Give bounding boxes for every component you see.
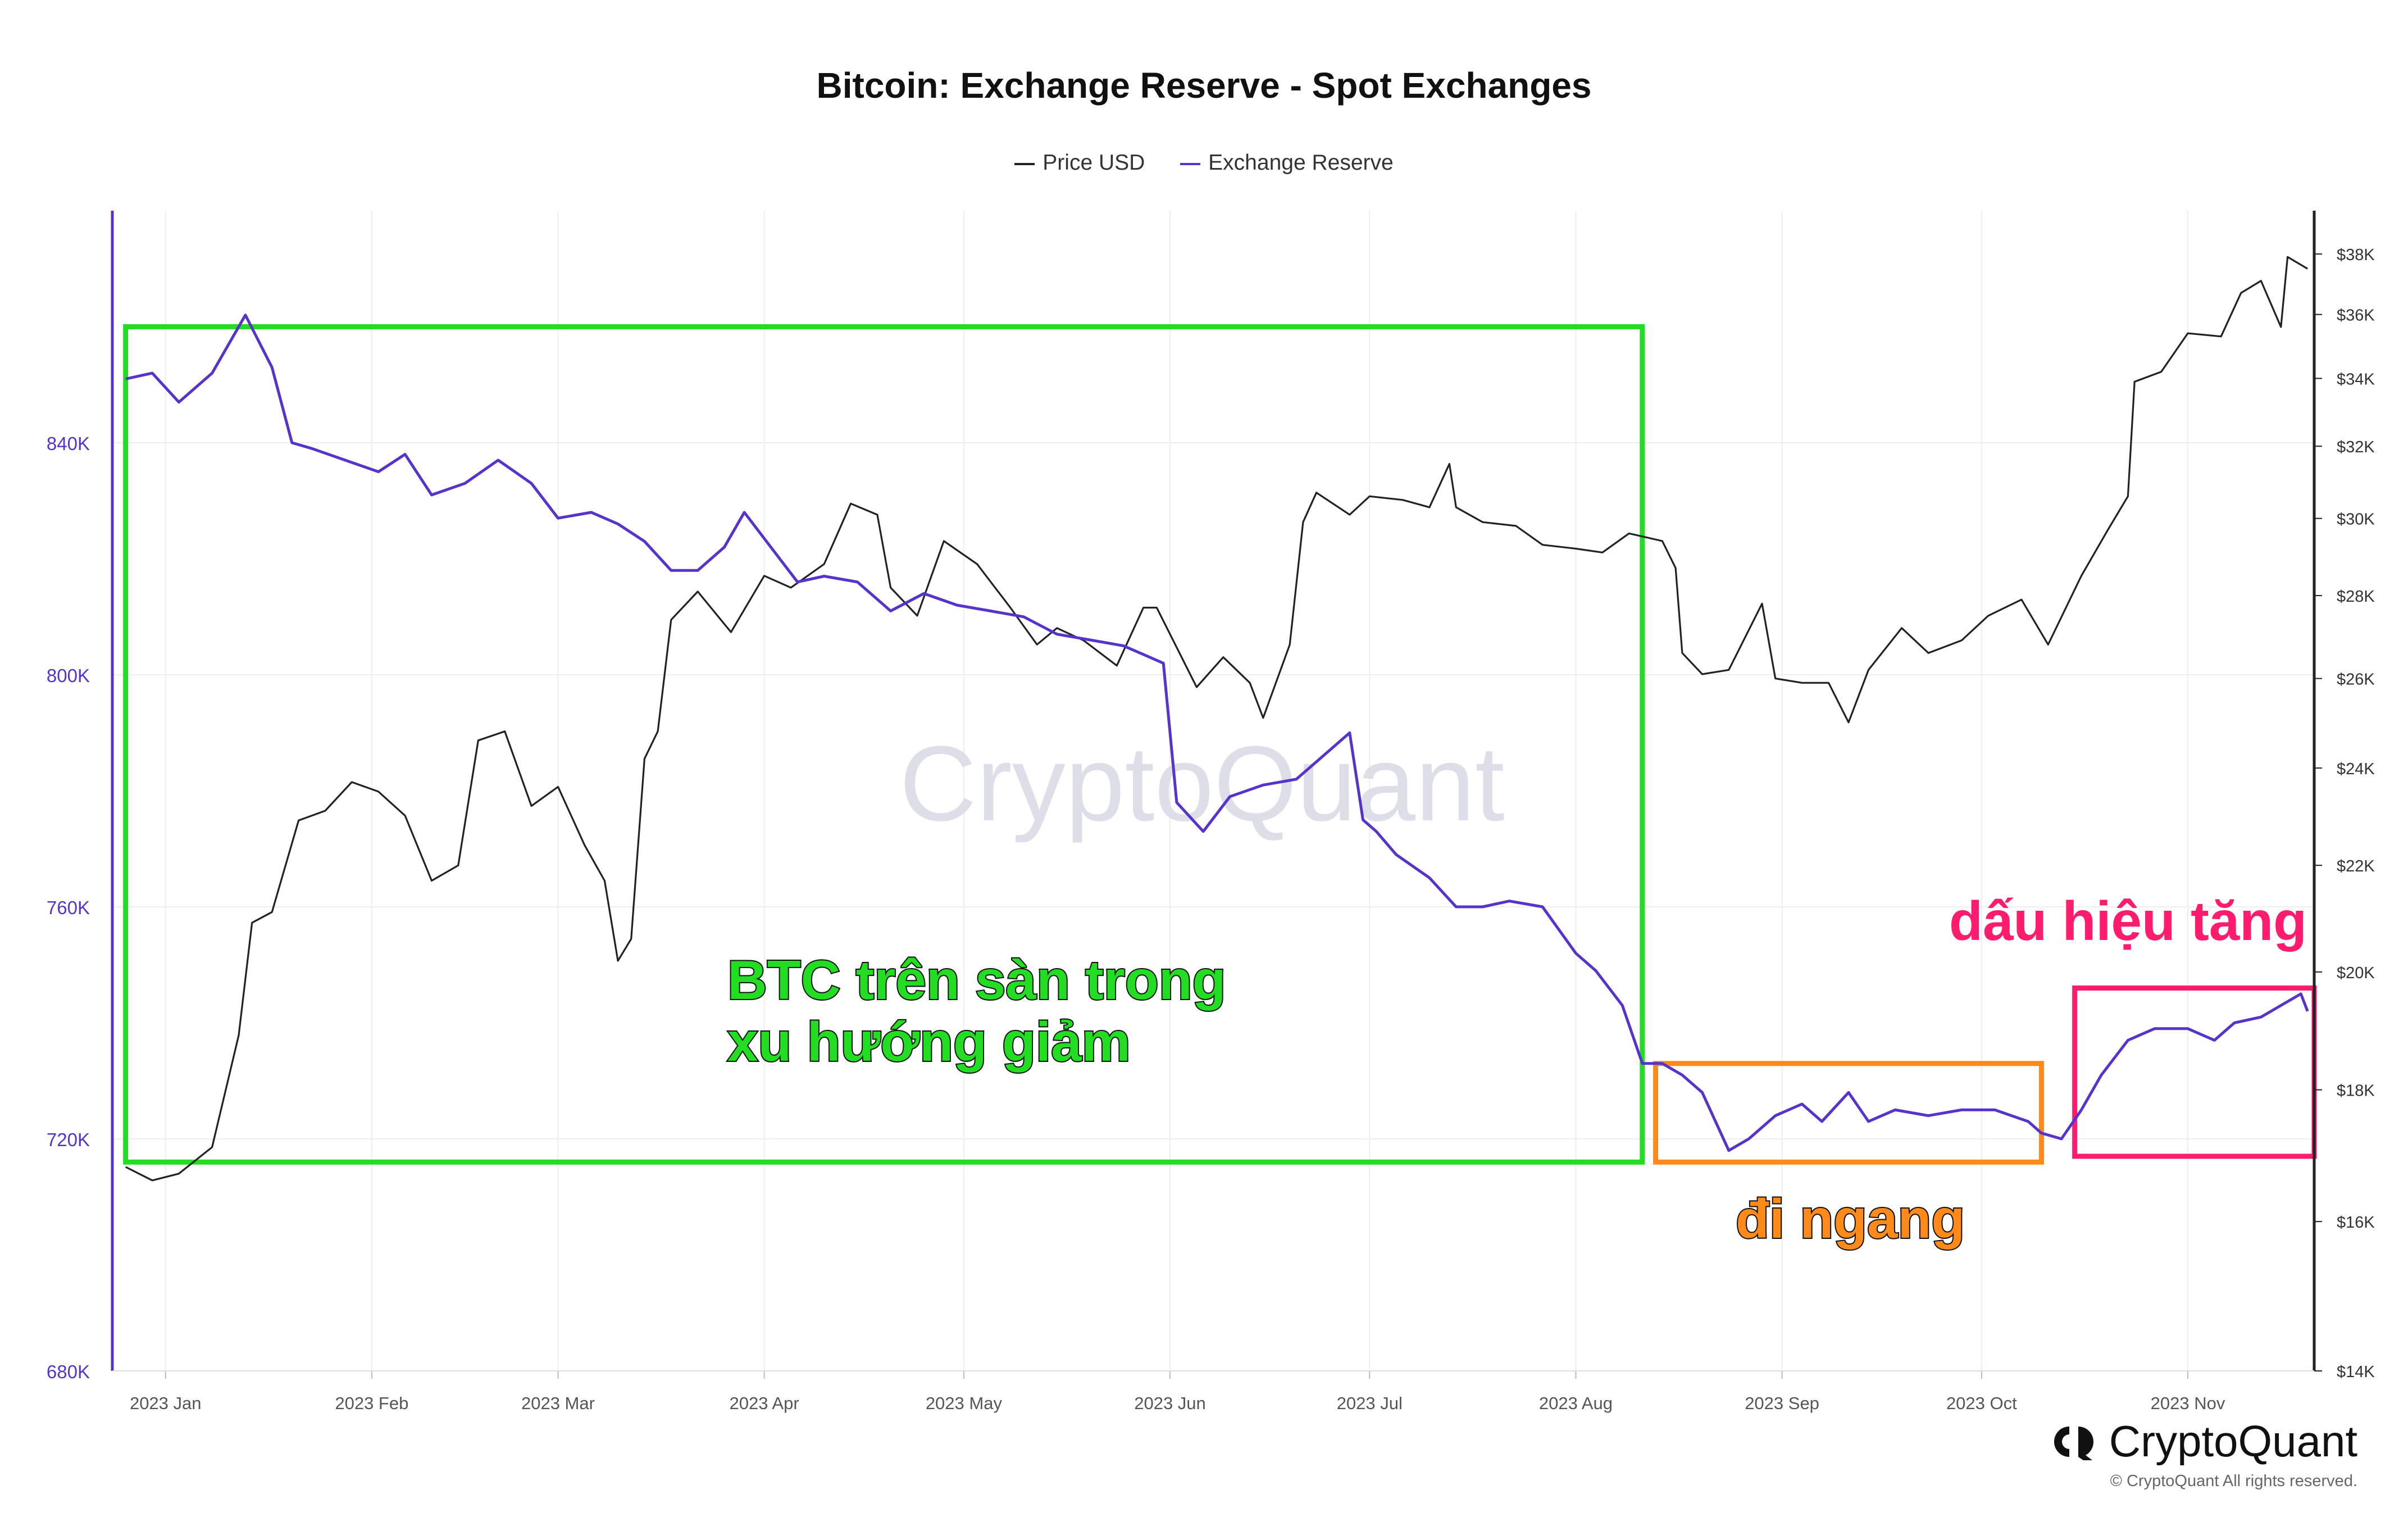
legend-label-price: Price USD: [1043, 151, 1145, 175]
y-tick-label-right: $16K: [2337, 1214, 2375, 1232]
x-tick-label: 2023 Apr: [730, 1393, 799, 1413]
y-tick-label-left: 840K: [47, 433, 90, 454]
x-tick-label: 2023 Nov: [2151, 1393, 2225, 1413]
y-tick-label-left: 680K: [47, 1361, 90, 1382]
legend-label-reserve: Exchange Reserve: [1208, 151, 1394, 175]
x-tick-label: 2023 May: [926, 1393, 1003, 1413]
y-tick-label-left: 720K: [47, 1129, 90, 1150]
y-tick-label-right: $38K: [2337, 246, 2375, 264]
x-tick-label: 2023 Jun: [1134, 1393, 1206, 1413]
y-tick-label-right: $14K: [2337, 1363, 2375, 1381]
annotation-box: [123, 324, 1645, 1165]
y-tick-label-right: $36K: [2337, 307, 2375, 325]
x-tick-label: 2023 Aug: [1539, 1393, 1613, 1413]
annotation-box: [2072, 985, 2317, 1159]
x-tick-label: 2023 Jan: [130, 1393, 202, 1413]
y-tick-label-right: $34K: [2337, 371, 2375, 389]
price-series: [125, 256, 2309, 1182]
cryptoquant-logo-icon: [2054, 1426, 2093, 1460]
x-tick-label: 2023 Mar: [521, 1393, 595, 1413]
y-tick-label-right: $30K: [2337, 511, 2375, 529]
axes: 680K 720K 760K 800K 840K $14K $16K $18K $20K $22K…: [47, 211, 2375, 1413]
watermark: CryptoQuant: [899, 724, 1504, 843]
annotation-downtrend: BTC trên sàn trong xu hướng giảm: [726, 948, 1227, 1073]
y-tick-label-right: $18K: [2337, 1082, 2375, 1100]
y-tick-label-left: 800K: [47, 665, 90, 686]
y-tick-label-right: $24K: [2337, 760, 2375, 778]
reserve-series: [125, 314, 2309, 1152]
y-tick-label-right: $22K: [2337, 857, 2375, 875]
annotation-rising: dấu hiệu tăng: [1949, 890, 2307, 952]
legend-swatch-reserve: [1180, 162, 1201, 165]
y-tick-label-right: $28K: [2337, 588, 2375, 606]
legend-swatch-price: [1014, 162, 1035, 165]
chart-title: Bitcoin: Exchange Reserve - Spot Exchang…: [816, 65, 1592, 106]
y-tick-label-left: 760K: [47, 897, 90, 918]
y-tick-label-right: $32K: [2337, 438, 2375, 456]
legend-item-price[interactable]: Price USD: [1014, 151, 1145, 175]
chart-legend: Price USD Exchange Reserve: [0, 151, 2408, 175]
exchange-reserve-line: [125, 314, 2309, 1152]
y-tick-label-right: $26K: [2337, 671, 2375, 689]
x-tick-label: 2023 Jul: [1337, 1393, 1403, 1413]
annotation-sideways: đi ngang: [1735, 1187, 1966, 1251]
copyright-text: © CryptoQuant All rights reserved.: [2110, 1472, 2357, 1490]
x-tick-label: 2023 Oct: [1946, 1393, 2017, 1413]
x-tick-label: 2023 Sep: [1745, 1393, 1819, 1413]
legend-item-reserve[interactable]: Exchange Reserve: [1180, 151, 1394, 175]
price-usd-line: [125, 256, 2309, 1182]
annotation-box: [1653, 1061, 2044, 1165]
y-tick-label-right: $20K: [2337, 964, 2375, 982]
brand-name: CryptoQuant: [2109, 1416, 2357, 1466]
brand-logo: CryptoQuant: [2051, 1416, 2357, 1467]
x-tick-label: 2023 Feb: [335, 1393, 408, 1413]
